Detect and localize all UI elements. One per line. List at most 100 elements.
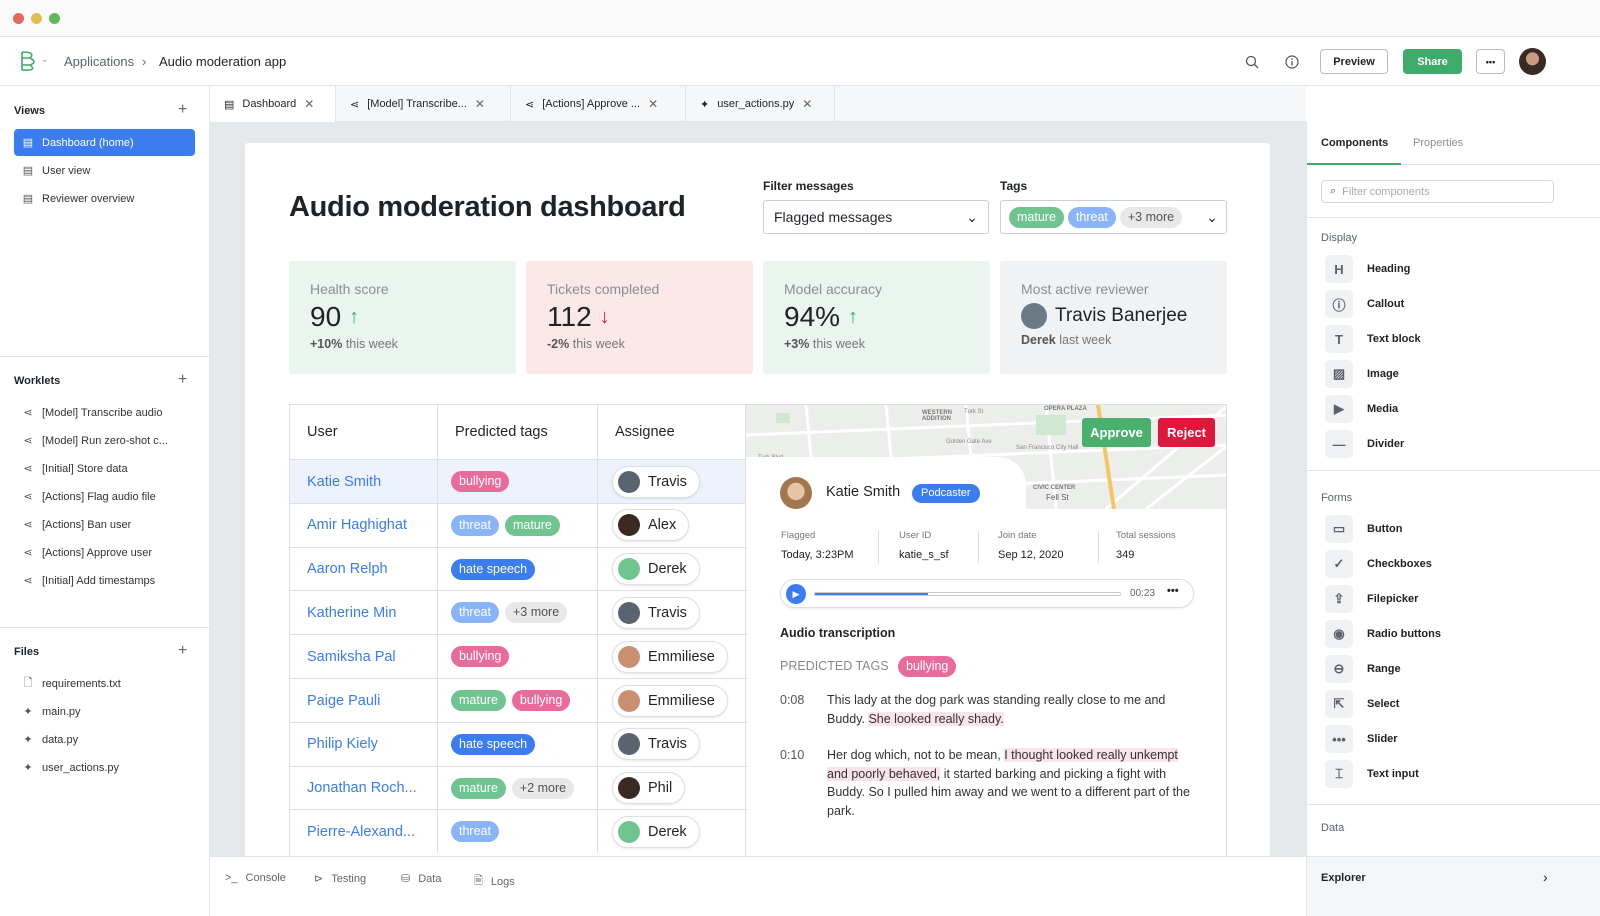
add-view-icon[interactable]: +	[178, 101, 188, 118]
tag-chip[interactable]: mature	[1009, 206, 1064, 228]
tag-chip[interactable]: threat	[1067, 206, 1116, 228]
close-tab-icon[interactable]: ✕	[648, 97, 659, 111]
assignee-chip[interactable]: Emmiliese	[612, 640, 728, 673]
filter-components-input[interactable]: ⌕ Filter components	[1321, 180, 1554, 203]
table-row[interactable]: Jonathan Roch... mature +2 more Phil	[290, 765, 747, 810]
table-row[interactable]: Katherine Min threat +3 more Travis	[290, 590, 747, 635]
file-item[interactable]: ✦ main.py	[14, 698, 195, 725]
tags-cell: threat	[438, 810, 598, 854]
tab-dashboard[interactable]: ▤ Dashboard ✕	[210, 86, 336, 122]
user-link[interactable]: Katherine Min	[290, 591, 438, 635]
component-item-checkboxes[interactable]: ✓ Checkboxes	[1325, 550, 1432, 578]
assignee-chip[interactable]: Phil	[612, 772, 686, 805]
tab-components[interactable]: Components	[1321, 137, 1389, 149]
component-item-media[interactable]: ▶ Media	[1325, 395, 1398, 423]
column-header-assignee[interactable]: Assignee	[615, 424, 675, 440]
table-row[interactable]: Amir Haghighat threat mature Alex	[290, 502, 747, 547]
component-item-button[interactable]: ▭ Button	[1325, 515, 1402, 543]
minimize-window-button[interactable]	[31, 13, 42, 24]
table-row[interactable]: Pierre-Alexand... threat Derek	[290, 809, 747, 854]
filter-select[interactable]: Flagged messages ⌄	[763, 200, 989, 234]
more-options-button[interactable]: •••	[1476, 49, 1505, 74]
assignee-chip[interactable]: Travis	[612, 596, 700, 629]
console-tab[interactable]: >_ Console	[225, 872, 286, 884]
component-item-filepicker[interactable]: ⇪ Filepicker	[1325, 585, 1418, 613]
user-link[interactable]: Katie Smith	[290, 460, 438, 503]
audio-progress-track[interactable]	[814, 592, 1121, 596]
component-item-text-input[interactable]: ⌶ Text input	[1325, 760, 1419, 788]
component-item-range[interactable]: ⊖ Range	[1325, 655, 1401, 683]
reject-button[interactable]: Reject	[1158, 418, 1215, 447]
user-link[interactable]: Amir Haghighat	[290, 503, 438, 547]
add-file-icon[interactable]: +	[178, 642, 188, 659]
table-row[interactable]: Philip Kiely hate speech Travis	[290, 721, 747, 766]
column-header-user[interactable]: User	[290, 405, 438, 459]
worklet-item[interactable]: ⋖ [Initial] Store data	[14, 455, 195, 482]
user-avatar[interactable]	[1519, 48, 1546, 75]
approve-button[interactable]: Approve	[1082, 418, 1151, 447]
close-window-button[interactable]	[13, 13, 24, 24]
table-row[interactable]: Paige Pauli mature bullying Emmiliese	[290, 678, 747, 722]
worklet-item[interactable]: ⋖ [Actions] Flag audio file	[14, 483, 195, 510]
logs-tab[interactable]: 🗎 Logs	[474, 872, 515, 891]
column-header-tags[interactable]: Predicted tags	[438, 405, 598, 459]
preview-button[interactable]: Preview	[1320, 49, 1388, 74]
user-link[interactable]: Pierre-Alexand...	[290, 810, 438, 854]
file-item[interactable]: ✦ user_actions.py	[14, 754, 195, 781]
worklet-item[interactable]: ⋖ [Initial] Add timestamps	[14, 567, 195, 594]
tags-select[interactable]: mature threat +3 more ⌄	[1000, 200, 1227, 234]
play-button[interactable]: ▶	[786, 584, 806, 604]
sidebar-item-reviewer-overview[interactable]: ▤ Reviewer overview	[14, 185, 195, 212]
tags-more-chip[interactable]: +3 more	[1119, 206, 1183, 228]
user-link[interactable]: Philip Kiely	[290, 722, 438, 766]
tab-user-actions[interactable]: ✦ user_actions.py ✕	[686, 86, 835, 122]
tab-approve[interactable]: ⋖ [Actions] Approve ... ✕	[511, 86, 686, 122]
component-item-text-block[interactable]: T Text block	[1325, 325, 1421, 353]
component-item-slider[interactable]: ••• Slider	[1325, 725, 1398, 753]
close-tab-icon[interactable]: ✕	[802, 97, 813, 111]
table-row[interactable]: Samiksha Pal bullying Emmiliese	[290, 634, 747, 679]
user-link[interactable]: Jonathan Roch...	[290, 766, 438, 810]
data-tab[interactable]: ⛁ Data	[401, 872, 441, 886]
assignee-chip[interactable]: Derek	[612, 553, 700, 586]
explorer-bar[interactable]: Explorer ›	[1307, 856, 1600, 916]
tab-properties[interactable]: Properties	[1413, 137, 1464, 149]
component-item-image[interactable]: ▨ Image	[1325, 360, 1399, 388]
info-icon[interactable]	[1285, 55, 1299, 69]
table-row[interactable]: Aaron Relph hate speech Derek	[290, 546, 747, 591]
close-tab-icon[interactable]: ✕	[474, 97, 485, 111]
worklet-item[interactable]: ⋖ [Actions] Ban user	[14, 511, 195, 538]
add-worklet-icon[interactable]: +	[178, 371, 188, 388]
search-icon[interactable]	[1245, 55, 1259, 69]
assignee-chip[interactable]: Travis	[612, 728, 700, 761]
chevron-down-icon[interactable]: ⌄	[41, 54, 49, 64]
component-item-heading[interactable]: H Heading	[1325, 255, 1410, 283]
assignee-chip[interactable]: Travis	[612, 465, 700, 498]
maximize-window-button[interactable]	[49, 13, 60, 24]
logo-icon[interactable]	[20, 50, 38, 72]
worklet-item[interactable]: ⋖ [Actions] Approve user	[14, 539, 195, 566]
file-item[interactable]: ✦ data.py	[14, 726, 195, 753]
sidebar-item-user-view[interactable]: ▤ User view	[14, 157, 195, 184]
worklet-item[interactable]: ⋖ [Model] Transcribe audio	[14, 399, 195, 426]
share-button[interactable]: Share	[1403, 49, 1462, 74]
close-tab-icon[interactable]: ✕	[304, 97, 315, 111]
assignee-chip[interactable]: Derek	[612, 815, 700, 848]
sidebar-item-dashboard[interactable]: ▤ Dashboard (home)	[14, 129, 195, 156]
testing-tab[interactable]: ⊳ Testing	[314, 872, 366, 886]
component-item-divider[interactable]: — Divider	[1325, 430, 1404, 458]
worklet-item[interactable]: ⋖ [Model] Run zero-shot c...	[14, 427, 195, 454]
user-link[interactable]: Paige Pauli	[290, 679, 438, 722]
component-item-select[interactable]: ⇱ Select	[1325, 690, 1399, 718]
audio-more-icon[interactable]: •••	[1167, 585, 1179, 597]
assignee-chip[interactable]: Alex	[612, 509, 690, 542]
component-item-callout[interactable]: ⓘ Callout	[1325, 290, 1404, 318]
user-link[interactable]: Samiksha Pal	[290, 635, 438, 679]
table-row[interactable]: Katie Smith bullying Travis	[290, 459, 747, 503]
tab-transcribe[interactable]: ⋖ [Model] Transcribe... ✕	[336, 86, 511, 122]
assignee-chip[interactable]: Emmiliese	[612, 684, 728, 717]
file-item[interactable]: 🗋 requirements.txt	[14, 670, 195, 697]
user-link[interactable]: Aaron Relph	[290, 547, 438, 591]
component-item-radio-buttons[interactable]: ◉ Radio buttons	[1325, 620, 1441, 648]
breadcrumb-applications[interactable]: Applications	[64, 54, 135, 69]
